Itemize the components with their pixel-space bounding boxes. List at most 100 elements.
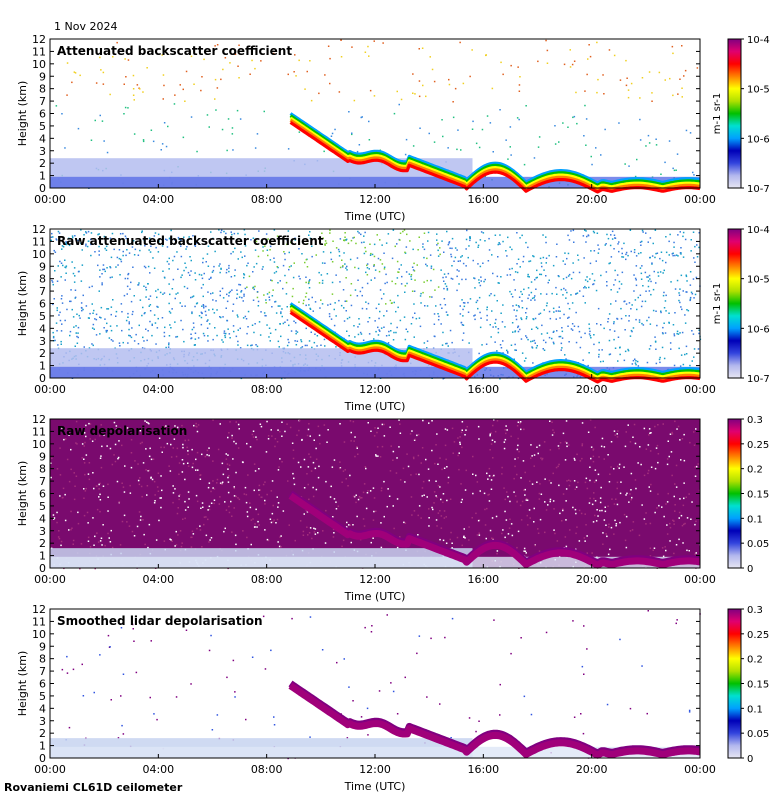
panel-title: Raw attenuated backscatter coefficient (57, 234, 324, 248)
x-tick-label: 00:00 (684, 383, 716, 396)
cloud-layer (288, 490, 702, 569)
y-tick-label: 2 (39, 157, 46, 170)
x-tick-label: 00:00 (684, 763, 716, 776)
y-tick-label: 6 (39, 298, 46, 311)
colorbar-tick-label: 0.05 (747, 539, 769, 550)
y-tick-label: 1 (39, 740, 46, 753)
plot-area (50, 419, 700, 568)
y-tick-label: 3 (39, 525, 46, 538)
y-tick-label: 2 (39, 347, 46, 360)
y-axis-label: Height (km) (16, 81, 29, 147)
colorbar-unit: m-1 sr-1 (712, 93, 723, 135)
y-tick-label: 5 (39, 310, 46, 323)
colorbar-tick-label: 0.1 (747, 514, 763, 525)
x-tick-label: 00:00 (684, 193, 716, 206)
panel-2: Raw attenuated backscatter coefficient01… (16, 223, 770, 413)
colorbar-tick-label: 10-4 (747, 35, 770, 46)
colorbar: 10-7 10-6 10-5 10-4 m-1 sr-1 (712, 225, 770, 385)
x-tick-label: 00:00 (34, 193, 66, 206)
cloud-layer (289, 302, 701, 384)
y-tick-label: 11 (32, 45, 46, 58)
x-tick-label: 04:00 (142, 573, 174, 586)
x-axis-label: Time (UTC) (344, 400, 406, 413)
y-tick-label: 7 (39, 665, 46, 678)
colorbar-ramp (727, 608, 742, 759)
y-tick-label: 3 (39, 335, 46, 348)
y-tick-label: 11 (32, 425, 46, 438)
x-tick-label: 04:00 (142, 193, 174, 206)
colorbar-tick-label: 0 (747, 564, 753, 575)
colorbar-tick-label: 0.05 (747, 729, 769, 740)
y-tick-label: 0 (39, 372, 46, 385)
y-tick-label: 2 (39, 727, 46, 740)
colorbar-tick-label: 0.2 (747, 465, 763, 476)
colorbar-tick-label: 0.2 (747, 655, 763, 666)
colorbar-tick-label: 10-7 (747, 374, 770, 385)
boundary-layer (50, 738, 700, 758)
x-axis: 00:00 04:00 08:00 12:00 16:00 20:00 00:00 (34, 564, 716, 586)
colorbar: 0 0.05 0.1 0.15 0.2 0.25 0.3 (727, 415, 769, 575)
y-tick-label: 4 (39, 512, 46, 525)
x-tick-label: 08:00 (251, 383, 283, 396)
y-tick-label: 9 (39, 450, 46, 463)
colorbar-ramp (727, 228, 742, 379)
colorbar-tick-label: 0.25 (747, 440, 769, 451)
colorbar-tick-label: 10-6 (747, 324, 770, 335)
y-axis-label: Height (km) (16, 651, 29, 717)
y-tick-label: 2 (39, 537, 46, 550)
x-tick-label: 16:00 (467, 383, 499, 396)
y-tick-label: 5 (39, 120, 46, 133)
colorbar-ramp (727, 38, 742, 189)
x-tick-label: 16:00 (467, 763, 499, 776)
y-tick-label: 12 (32, 33, 46, 46)
y-tick-label: 10 (32, 438, 46, 451)
panel-3: Raw depolarisation0123456789101112Height… (16, 413, 769, 603)
x-tick-label: 08:00 (251, 763, 283, 776)
x-tick-label: 20:00 (576, 763, 608, 776)
y-tick-label: 1 (39, 360, 46, 373)
x-tick-label: 00:00 (34, 763, 66, 776)
colorbar-tick-label: 10-4 (747, 225, 770, 236)
x-axis: 00:00 04:00 08:00 12:00 16:00 20:00 00:00 (34, 754, 716, 776)
y-tick-label: 1 (39, 170, 46, 183)
boundary-layer (50, 348, 700, 378)
colorbar-unit: m-1 sr-1 (712, 283, 723, 325)
y-tick-label: 0 (39, 752, 46, 765)
y-tick-label: 8 (39, 83, 46, 96)
colorbar-tick-label: 0.3 (747, 415, 763, 426)
date-label: 1 Nov 2024 (54, 20, 118, 33)
y-tick-label: 7 (39, 475, 46, 488)
colorbar: 10-7 10-6 10-5 10-4 m-1 sr-1 (712, 35, 770, 195)
x-tick-label: 04:00 (142, 763, 174, 776)
x-tick-label: 12:00 (359, 193, 391, 206)
y-tick-label: 12 (32, 603, 46, 616)
x-tick-label: 12:00 (359, 573, 391, 586)
x-tick-label: 04:00 (142, 383, 174, 396)
x-tick-label: 20:00 (576, 383, 608, 396)
y-tick-label: 6 (39, 108, 46, 121)
x-axis: 00:00 04:00 08:00 12:00 16:00 20:00 00:00 (34, 184, 716, 206)
y-axis-label: Height (km) (16, 271, 29, 337)
colorbar-ramp (727, 418, 742, 569)
x-tick-label: 16:00 (467, 193, 499, 206)
cloud-layer (288, 680, 702, 759)
y-tick-label: 3 (39, 715, 46, 728)
y-tick-label: 9 (39, 640, 46, 653)
panel-title: Raw depolarisation (57, 424, 187, 438)
colorbar-tick-label: 10-5 (747, 275, 770, 286)
x-tick-label: 20:00 (576, 193, 608, 206)
y-tick-label: 9 (39, 260, 46, 273)
y-tick-label: 9 (39, 70, 46, 83)
y-tick-label: 0 (39, 562, 46, 575)
colorbar: 0 0.05 0.1 0.15 0.2 0.25 0.3 (727, 605, 769, 765)
y-tick-label: 11 (32, 235, 46, 248)
x-tick-label: 00:00 (34, 383, 66, 396)
y-tick-label: 3 (39, 145, 46, 158)
boundary-layer (50, 548, 700, 568)
site-label: Rovaniemi CL61D ceilometer (4, 781, 183, 794)
y-tick-label: 4 (39, 132, 46, 145)
heatmap-texture (61, 610, 701, 760)
panel-1: Attenuated backscatter coefficient012345… (16, 33, 770, 223)
